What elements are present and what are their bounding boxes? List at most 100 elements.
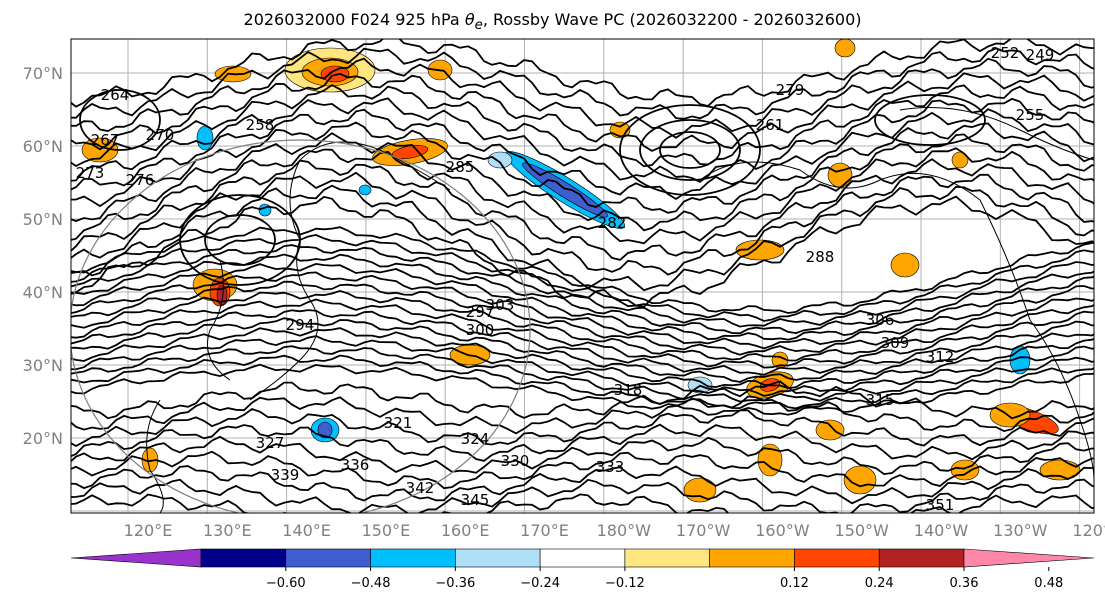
contour-line: [71, 407, 1094, 448]
coastline: [249, 159, 319, 401]
contour-label: 312: [926, 348, 955, 366]
contour-label: 345: [461, 491, 490, 509]
colorbar-segment: [878, 548, 965, 568]
colorbar: −0.60 −0.48 −0.36 −0.24 −0.12 0.12 0.24 0.36 0.4…: [70, 548, 1095, 591]
contour-label: 282: [598, 214, 627, 232]
contour-line: [71, 253, 1094, 335]
contour-line: [71, 132, 1094, 232]
latitude-label: 60°N: [23, 137, 63, 156]
contour-line: [71, 380, 1094, 420]
contour-line: [71, 195, 1094, 308]
colorbar-tick-label: −0.60: [266, 576, 306, 591]
longitude-label: 160°E: [441, 521, 490, 540]
latitude-label: 20°N: [23, 429, 63, 448]
coastline: [979, 199, 1094, 481]
contour-line: [71, 450, 1094, 490]
latitude-label: 30°N: [23, 356, 63, 375]
region-outline: [71, 139, 531, 513]
map-title: 2026032000 F024 925 hPa θe, Rossby Wave …: [243, 10, 862, 34]
contour-line: [71, 39, 1094, 108]
contour-line: [71, 280, 1094, 356]
longitude-labels: 120°E 130°E 140°E 150°E 160°E 170°E 180°W 170°W…: [124, 521, 1105, 540]
contour-line: [71, 262, 1094, 341]
contour-line: [71, 171, 1094, 276]
longitude-label: 120°E: [124, 521, 173, 540]
shading-patch: [989, 402, 1031, 428]
shading-patch: [358, 184, 372, 196]
contour-label: 315: [866, 391, 895, 409]
contour-label: 303: [486, 296, 515, 314]
contour-line: [71, 465, 1094, 505]
colorbar-tick-label: −0.48: [351, 576, 391, 591]
colorbar-segment: [370, 548, 456, 568]
contour-label: 279: [776, 81, 805, 99]
contour-label: 309: [881, 334, 910, 352]
colorbar-tick-label: 0.36: [950, 576, 979, 591]
shading-patch: [196, 125, 214, 151]
coastline: [146, 399, 164, 513]
contour-line: [71, 121, 1094, 214]
contour-label: 336: [341, 456, 370, 474]
shading-patch: [757, 443, 783, 477]
contour-label: 285: [446, 158, 475, 176]
contour-label: 342: [406, 479, 435, 497]
latitude-label: 50°N: [23, 210, 63, 229]
shading-patch: [815, 419, 845, 441]
shading-patch: [317, 421, 333, 439]
colorbar-segment: [539, 548, 626, 568]
contour-line: [71, 395, 1094, 435]
contour-line: [71, 108, 1094, 201]
contour-line: [71, 147, 1094, 245]
colorbar-segment: [200, 548, 287, 568]
contour-label: 306: [866, 311, 895, 329]
contour-label: 288: [806, 248, 835, 266]
contour-line: [71, 335, 1094, 397]
plot-area: 264 267 270 273 276 279 258 261 255 252 249 282 285 2…: [71, 39, 1094, 513]
colorbar-segment: [794, 548, 880, 568]
longitude-label: 130°E: [203, 521, 252, 540]
contour-label: 339: [271, 466, 300, 484]
longitude-label: 140°E: [282, 521, 331, 540]
colorbar-tick-label: 0.24: [865, 576, 894, 591]
contour-line: [71, 354, 1094, 410]
colorbar-segment: [285, 548, 371, 568]
longitude-label: 170°W: [676, 521, 731, 540]
longitude-label: 140°W: [914, 521, 969, 540]
contour-line: [204, 214, 276, 266]
colorbar-tick-label: −0.12: [605, 576, 645, 591]
contour-line: [71, 57, 1094, 139]
contour-label: 267: [91, 131, 120, 149]
coastlines: [146, 107, 1094, 513]
longitude-label: 150°E: [362, 521, 411, 540]
plot-frame: [70, 38, 1095, 514]
shading-patch: [827, 162, 853, 188]
contour-line: [71, 226, 1094, 314]
colorbar-segment: [709, 548, 795, 568]
contour-line: [71, 72, 1094, 152]
colorbar-tick-label: −0.36: [435, 576, 475, 591]
longitude-label: 170°E: [520, 521, 569, 540]
shading-patch: [834, 39, 856, 58]
contour-line: [639, 119, 741, 181]
contour-label: 258: [246, 116, 275, 134]
coastline: [699, 161, 981, 201]
coastline: [207, 259, 231, 381]
theta-e-contours: [71, 39, 1094, 513]
colorbar-tick-label: 0.12: [780, 576, 809, 591]
contour-line: [71, 478, 1094, 513]
coastline: [899, 107, 1094, 161]
contour-line: [71, 309, 1094, 376]
latitude-labels: 70°N 60°N 50°N 40°N 30°N 20°N: [23, 64, 63, 448]
contour-label: 270: [146, 126, 175, 144]
contour-label: 300: [466, 321, 495, 339]
contour-label: 330: [501, 452, 530, 470]
shading-patch: [890, 252, 920, 278]
contour-line: [71, 289, 1094, 362]
contour-label: 321: [384, 414, 413, 432]
shading-patch: [320, 65, 350, 83]
shading-patch: [258, 203, 272, 217]
colorbar-extend-low: [70, 548, 202, 568]
contour-line: [619, 104, 761, 196]
shading-patch: [843, 465, 877, 495]
